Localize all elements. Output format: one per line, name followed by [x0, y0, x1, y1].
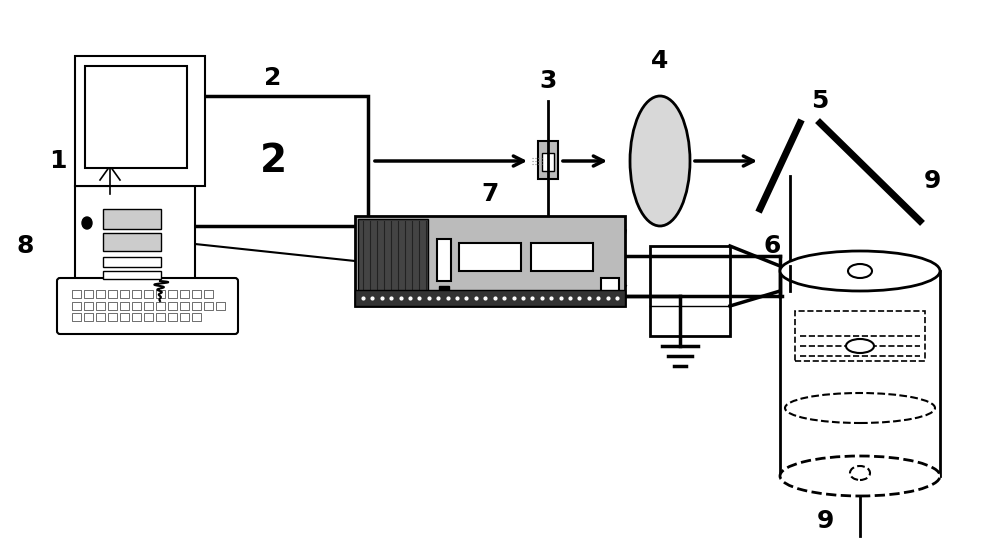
- Bar: [103, 271, 161, 279]
- Bar: [542, 153, 554, 171]
- Bar: [216, 302, 225, 310]
- Bar: [84, 290, 93, 298]
- Bar: [108, 313, 117, 321]
- Bar: [132, 290, 141, 298]
- Text: 1: 1: [49, 149, 67, 173]
- Bar: [84, 313, 93, 321]
- Bar: [156, 290, 165, 298]
- Bar: [180, 313, 189, 321]
- Bar: [144, 290, 153, 298]
- Bar: [795, 311, 925, 361]
- Bar: [601, 278, 619, 296]
- Bar: [355, 290, 625, 306]
- Bar: [192, 302, 201, 310]
- Bar: [168, 302, 177, 310]
- Text: 9: 9: [923, 169, 941, 193]
- Bar: [72, 290, 81, 298]
- Bar: [99, 194, 121, 224]
- Text: 6: 6: [763, 234, 781, 258]
- Bar: [437, 239, 451, 281]
- Bar: [120, 290, 129, 298]
- Bar: [650, 246, 730, 336]
- Bar: [204, 302, 213, 310]
- Ellipse shape: [848, 264, 872, 278]
- Bar: [168, 313, 177, 321]
- Bar: [103, 233, 161, 251]
- Bar: [84, 302, 93, 310]
- Bar: [355, 216, 625, 306]
- Bar: [204, 290, 213, 298]
- Bar: [144, 302, 153, 310]
- Bar: [192, 290, 201, 298]
- Bar: [439, 286, 449, 296]
- Bar: [99, 108, 121, 138]
- Ellipse shape: [630, 96, 690, 226]
- Bar: [72, 302, 81, 310]
- Bar: [96, 313, 105, 321]
- Ellipse shape: [850, 466, 870, 480]
- Bar: [108, 290, 117, 298]
- Text: 8: 8: [16, 234, 34, 258]
- Bar: [178, 96, 368, 226]
- Bar: [96, 302, 105, 310]
- Bar: [103, 209, 161, 229]
- Text: 7: 7: [481, 182, 499, 206]
- Bar: [85, 66, 187, 168]
- Bar: [156, 313, 165, 321]
- Bar: [531, 243, 593, 271]
- Bar: [96, 290, 105, 298]
- Ellipse shape: [780, 251, 940, 291]
- Bar: [780, 271, 940, 476]
- Ellipse shape: [93, 130, 127, 202]
- Text: 2: 2: [259, 142, 287, 180]
- Bar: [120, 302, 129, 310]
- Bar: [75, 56, 205, 186]
- Bar: [459, 243, 521, 271]
- Bar: [192, 313, 201, 321]
- Bar: [538, 141, 558, 179]
- Bar: [180, 290, 189, 298]
- Bar: [132, 302, 141, 310]
- Text: 2: 2: [264, 66, 282, 90]
- Bar: [180, 302, 189, 310]
- Text: 9: 9: [816, 509, 834, 533]
- Bar: [103, 257, 161, 267]
- Bar: [120, 313, 129, 321]
- Bar: [72, 313, 81, 321]
- Bar: [156, 302, 165, 310]
- Bar: [108, 302, 117, 310]
- Text: 5: 5: [811, 89, 829, 113]
- Bar: [144, 313, 153, 321]
- Bar: [358, 219, 428, 303]
- Ellipse shape: [780, 456, 940, 496]
- Text: 4: 4: [651, 49, 669, 73]
- Ellipse shape: [82, 217, 92, 229]
- Bar: [132, 313, 141, 321]
- FancyBboxPatch shape: [57, 278, 238, 334]
- Bar: [168, 290, 177, 298]
- Bar: [75, 186, 195, 301]
- Text: 3: 3: [539, 69, 557, 93]
- Ellipse shape: [846, 339, 874, 353]
